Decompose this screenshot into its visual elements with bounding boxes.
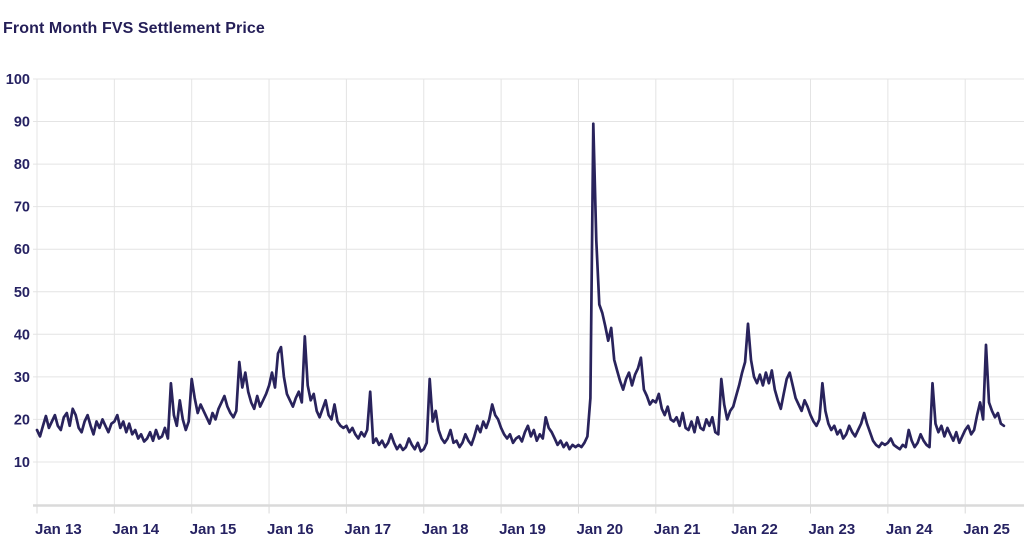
y-axis-label: 30 [14, 370, 30, 386]
x-axis-label: Jan 14 [112, 521, 159, 538]
x-axis-label: Jan 17 [344, 521, 391, 538]
x-axis-label: Jan 20 [576, 521, 623, 538]
chart-title: Front Month FVS Settlement Price [3, 20, 265, 37]
x-axis-label: Jan 25 [963, 521, 1010, 538]
y-axis-label: 60 [14, 242, 30, 258]
y-axis-label: 80 [14, 157, 30, 173]
x-axis-label: Jan 24 [886, 521, 933, 538]
x-axis-label: Jan 23 [809, 521, 856, 538]
y-axis-label: 90 [14, 115, 30, 131]
y-axis-label: 10 [14, 455, 30, 471]
y-axis-label: 20 [14, 412, 30, 428]
x-axis-label: Jan 21 [654, 521, 701, 538]
y-axis-label: 100 [6, 72, 30, 88]
price-line [35, 122, 1006, 453]
x-axis-label: Jan 13 [35, 521, 82, 538]
x-axis-label: Jan 22 [731, 521, 778, 538]
y-axis-label: 50 [14, 285, 30, 301]
y-axis-label: 70 [14, 200, 30, 216]
x-axis-label: Jan 16 [267, 521, 314, 538]
x-axis-label: Jan 18 [422, 521, 469, 538]
y-axis-label: 40 [14, 327, 30, 343]
x-axis-label: Jan 15 [190, 521, 237, 538]
x-axis-label: Jan 19 [499, 521, 546, 538]
